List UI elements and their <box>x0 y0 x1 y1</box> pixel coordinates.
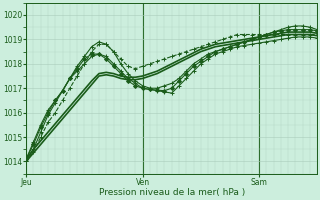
X-axis label: Pression niveau de la mer( hPa ): Pression niveau de la mer( hPa ) <box>99 188 245 197</box>
